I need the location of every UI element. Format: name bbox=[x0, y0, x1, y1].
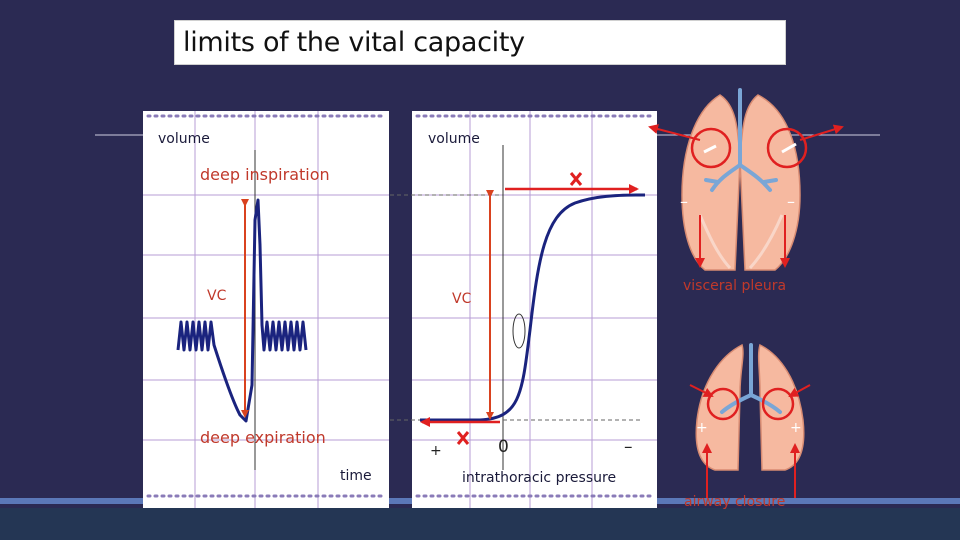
right-y-axis-label: volume bbox=[428, 131, 480, 147]
time-graph-panel bbox=[143, 111, 389, 508]
pleura-pull-arrow-right bbox=[799, 124, 844, 141]
lung-top-minus-left: – bbox=[680, 192, 688, 211]
trachea-small-icon bbox=[720, 343, 782, 414]
inflection-oval bbox=[512, 313, 526, 349]
slide-title: limits of the vital capacity bbox=[183, 27, 525, 58]
alveolus-right-circle bbox=[766, 127, 808, 169]
deep-expiration-label: deep expiration bbox=[200, 428, 326, 447]
pressure-plus-sign: + bbox=[430, 443, 442, 459]
lower-limit-cross-icon bbox=[456, 431, 470, 445]
left-panel-dots bbox=[146, 114, 386, 498]
title-box: limits of the vital capacity bbox=[174, 20, 786, 65]
lung-bottom-plus-left: + bbox=[696, 420, 708, 436]
alveolus-left-circle bbox=[690, 127, 732, 169]
pressure-graph-panel bbox=[412, 111, 657, 508]
lung-deflated-illustration bbox=[689, 343, 811, 498]
vc-label-right: VC bbox=[452, 291, 472, 307]
upper-limit-cross-icon bbox=[569, 172, 583, 186]
bottom-band bbox=[0, 508, 960, 540]
closed-airway-right-circle bbox=[761, 387, 795, 421]
right-grid bbox=[412, 111, 657, 508]
lung-top-minus-right: – bbox=[787, 192, 795, 211]
trachea-icon bbox=[704, 88, 778, 192]
pleura-pull-arrow-left bbox=[648, 124, 701, 141]
airway-closure-caption: airway closure bbox=[684, 494, 786, 510]
closed-airway-left-circle bbox=[706, 387, 740, 421]
pressure-volume-curve bbox=[420, 193, 646, 422]
left-x-axis-label: time bbox=[340, 468, 372, 484]
compress-arrow-right bbox=[788, 384, 811, 397]
right-panel-dots bbox=[415, 114, 654, 498]
compress-arrow-left bbox=[689, 384, 714, 397]
lung-bottom-plus-right: + bbox=[790, 420, 802, 436]
right-x-axis-label: intrathoracic pressure bbox=[462, 470, 617, 486]
vc-label-left: VC bbox=[207, 288, 227, 304]
visceral-pleura-caption: visceral pleura bbox=[683, 278, 787, 294]
pressure-zero-label: 0 bbox=[498, 437, 509, 457]
left-y-axis-label: volume bbox=[158, 131, 210, 147]
lung-inflated-illustration bbox=[648, 88, 844, 271]
pressure-minus-sign: – bbox=[624, 437, 633, 457]
deep-inspiration-label: deep inspiration bbox=[200, 165, 330, 184]
spirogram-trace bbox=[176, 198, 308, 423]
